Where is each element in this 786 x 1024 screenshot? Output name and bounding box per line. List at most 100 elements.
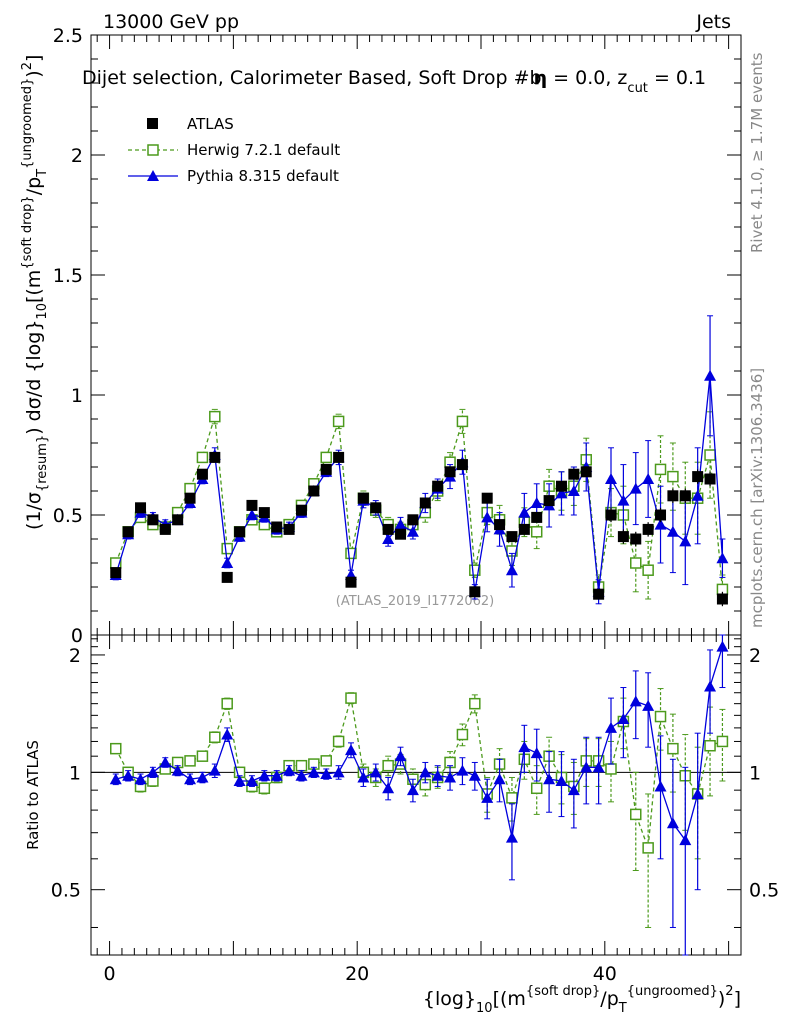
ratio-pythia-point [629, 695, 642, 707]
ratio-pythia-point [704, 680, 717, 692]
main-pythia-point [382, 533, 395, 544]
main-atlas-point [135, 502, 147, 514]
ratio-herwig-point [258, 782, 271, 795]
ratio-y-tick-label-right: 0.5 [749, 880, 779, 902]
ratio-pythia-point [617, 713, 630, 725]
ylabel-part-4: /p [23, 177, 45, 195]
xlabel-part-T: T [618, 1001, 627, 1016]
ylabel-part-sq: 2 [20, 62, 35, 70]
main-herwig-point [456, 415, 469, 428]
main-y-tick-label: 2 [71, 145, 83, 167]
main-atlas-point [667, 490, 679, 502]
ratio-pythia-point [555, 775, 568, 787]
ratio-pythia-point [605, 721, 617, 733]
main-pythia-point [629, 482, 642, 494]
main-herwig-series [110, 408, 729, 605]
main-atlas-point [506, 531, 518, 543]
main-atlas-point [283, 523, 295, 535]
xlabel-part-5: ] [734, 988, 741, 1010]
main-pythia-point [642, 473, 655, 484]
main-atlas-point [655, 509, 667, 521]
ratio-herwig-point [630, 808, 642, 821]
ylabel-part-T: T [35, 169, 50, 178]
ratio-pythia-point [419, 766, 432, 778]
main-pythia-point [221, 557, 234, 568]
ratio-pythia-point [208, 764, 221, 776]
ylabel-part-1: (1/σ [23, 492, 45, 530]
ratio-y-tick-label: 1 [69, 762, 81, 784]
ratio-pythia-point [505, 831, 518, 843]
ratio-herwig-point [605, 763, 617, 775]
main-y-tick-label: 1.5 [53, 265, 83, 287]
main-pythia-point [567, 485, 580, 496]
main-atlas-point [580, 466, 592, 478]
ratio-herwig-point [469, 697, 481, 710]
ratio-panel-frame [90, 634, 742, 956]
ratio-herwig-point [295, 759, 308, 772]
ratio-pythia-point [134, 773, 147, 785]
main-herwig-point [654, 463, 667, 476]
main-atlas-point [196, 468, 208, 480]
main-atlas-point [246, 499, 258, 511]
x-tick-label: 40 [593, 963, 617, 985]
main-atlas-point [345, 576, 357, 588]
main-atlas-point [531, 511, 543, 523]
header-right: Jets [695, 11, 731, 33]
main-pythia-point [679, 535, 692, 547]
ratio-pythia-point [233, 775, 246, 787]
main-pythia-point [530, 497, 543, 508]
ratio-y-tick-label: 2 [69, 645, 81, 667]
title-part-cut: cut [627, 81, 647, 96]
ratio-y-tick-label: 0.5 [51, 880, 81, 902]
main-atlas-point [444, 466, 456, 478]
main-atlas-point [716, 593, 728, 605]
ratio-pythia-series [109, 634, 729, 956]
xlabel-part-sq: 2 [725, 984, 733, 999]
main-pythia-point [605, 473, 617, 484]
legend: ATLAS Herwig 7.2.1 default Pythia 8.315 … [128, 115, 340, 185]
ylabel-part-6: ] [23, 55, 45, 62]
main-atlas-point [605, 509, 617, 521]
ratio-pythia-point [654, 780, 667, 792]
main-herwig-point [332, 415, 345, 428]
main-atlas-point [320, 463, 332, 475]
ratio-axes: 0.5 0.51 12 20 20 40 [51, 635, 779, 985]
ratio-herwig-point [320, 755, 332, 767]
main-atlas-point [555, 480, 567, 492]
ratio-herwig-point [456, 728, 469, 741]
main-atlas-point [407, 514, 419, 526]
main-atlas-point [494, 519, 506, 531]
main-pythia-point [716, 552, 729, 564]
main-atlas-point [295, 504, 307, 516]
ratio-pythia-point [320, 768, 333, 780]
ratio-pythia-point [444, 771, 457, 783]
main-y-tick-label: 0.5 [53, 505, 83, 527]
ratio-pythia-point [159, 756, 172, 768]
x-axis-label: {log}10[(m{soft drop}/pT{ungroomed})2] [423, 984, 741, 1016]
main-atlas-point [692, 471, 704, 483]
main-atlas-point [234, 526, 246, 538]
legend-atlas-label: ATLAS [187, 115, 234, 133]
ratio-pythia-point [406, 784, 419, 796]
main-atlas-point [617, 531, 629, 543]
main-atlas-point [159, 523, 171, 535]
ratio-pythia-point [716, 640, 729, 652]
ratio-pythia-point [456, 764, 469, 776]
xlabel-part-10: 10 [476, 1001, 493, 1016]
main-atlas-point [419, 497, 431, 509]
ratio-herwig-point [196, 750, 209, 762]
main-atlas-point [221, 571, 233, 583]
x-tick-label: 20 [345, 963, 369, 985]
main-atlas-point [704, 473, 716, 485]
main-pythia-point [704, 369, 717, 381]
ratio-pythia-point [122, 769, 135, 781]
ratio-herwig-point [716, 735, 729, 748]
ratio-herwig-point [209, 731, 221, 744]
main-atlas-point [481, 492, 493, 504]
main-pythia-point [245, 509, 258, 520]
main-atlas-point [308, 485, 320, 497]
main-atlas-point [357, 492, 369, 504]
ratio-series-marks [109, 634, 729, 956]
main-atlas-point [122, 526, 134, 538]
